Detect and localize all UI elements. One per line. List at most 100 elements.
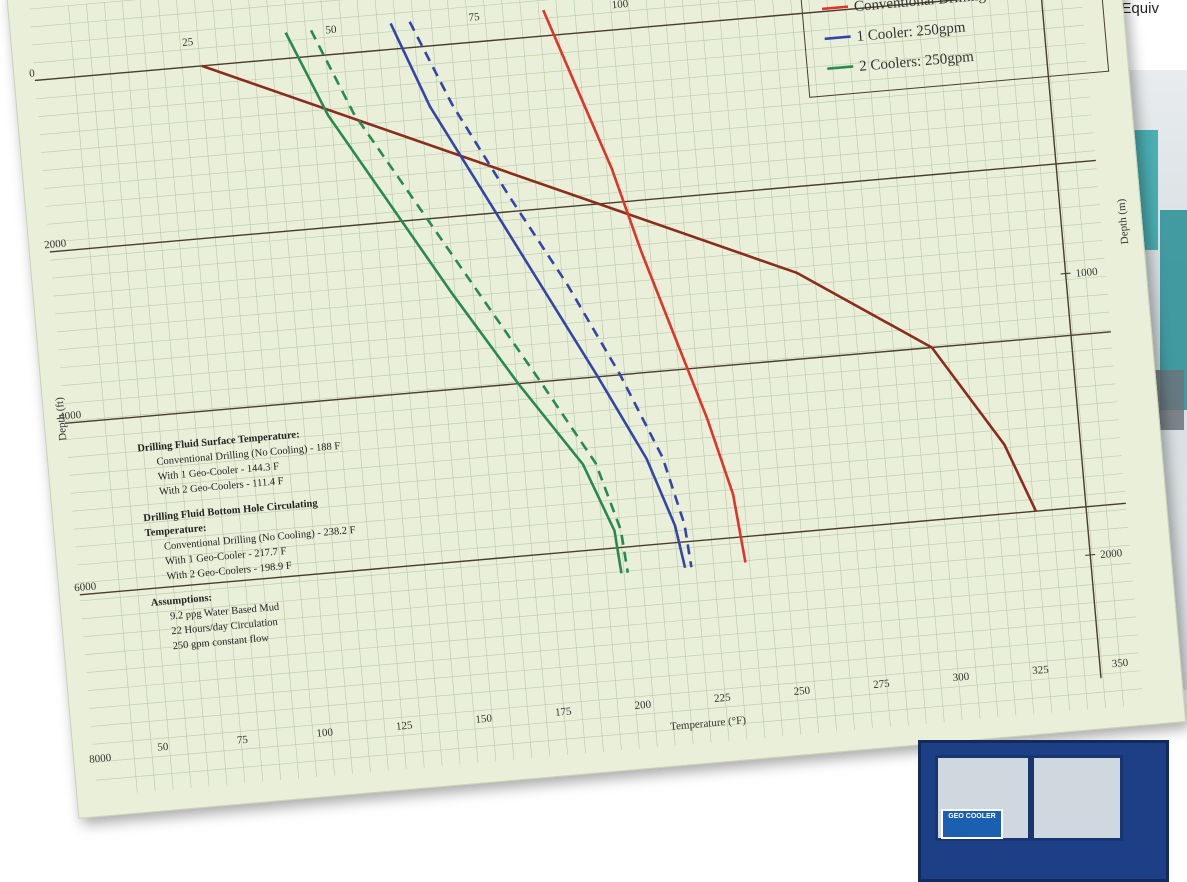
x-tick-label: 175 — [555, 705, 573, 718]
series-line — [201, 64, 1038, 512]
grid-line-v — [498, 0, 568, 756]
grid-line-v — [624, 0, 694, 745]
grid-line-v — [1000, 0, 1071, 712]
grid-line-h — [52, 186, 1099, 279]
grid-line-h — [31, 0, 1078, 46]
geo-cooler-logo: GEO COOLER — [941, 809, 1003, 839]
grid-line-h — [39, 42, 1086, 135]
grid-line-h — [48, 150, 1096, 243]
grid-line-v — [552, 0, 622, 751]
grid-line-v — [104, 2, 174, 790]
x-tick-label: 350 — [1111, 657, 1129, 670]
top-tick-label: 50 — [325, 23, 338, 36]
grid-line-v — [121, 0, 192, 788]
grid-line-h — [77, 473, 1124, 566]
chart-note-line: Assumptions: — [150, 593, 212, 609]
legend-label: 2 Coolers: 250gpm — [859, 49, 975, 75]
x-tick-label: 100 — [316, 726, 334, 739]
grid-line-h — [94, 670, 1141, 763]
x-tick-label: 200 — [634, 699, 652, 712]
temperature-depth-chart: 0 2000 4000 6000 8000 Depth (ft) 1000 2000 Depth… — [28, 0, 1143, 793]
top-tick-label: 25 — [182, 36, 195, 49]
grid-line-v — [695, 0, 766, 738]
y-tick-label: 2000 — [44, 237, 67, 251]
grid-line-v — [893, 0, 963, 721]
grid-line-v — [910, 0, 981, 719]
legend-label: 1 Cooler: 250gpm — [856, 19, 966, 44]
grid-line-h — [50, 168, 1097, 261]
grid-line-h — [80, 509, 1127, 602]
grid-line-v — [731, 0, 802, 735]
top-tick-label: 75 — [468, 11, 481, 24]
grid-line-h — [66, 347, 1113, 440]
grid-line-v — [1018, 0, 1088, 710]
grid-line-h — [30, 0, 1077, 28]
depth-major-line — [34, 0, 1081, 82]
right-tick-mark — [1060, 272, 1071, 275]
grid-line-v — [641, 0, 712, 743]
grid-line-h — [88, 598, 1135, 691]
x-tick-label: 150 — [475, 712, 493, 725]
grid-line-h — [92, 652, 1139, 745]
grid-line-v — [175, 0, 246, 784]
grid-line-v — [86, 4, 156, 792]
legend-box — [797, 0, 1110, 98]
grid-line-h — [69, 383, 1116, 476]
grid-line-h — [53, 204, 1100, 297]
grid-line-v — [785, 0, 855, 730]
chart-note-line: Drilling Fluid Bottom Hole Circulating — [143, 498, 319, 524]
series-line — [408, 21, 693, 568]
grid-line-v — [68, 5, 138, 793]
grid-line-v — [677, 0, 748, 740]
grid-line-h — [89, 616, 1136, 709]
grid-line-h — [44, 96, 1091, 189]
grid-line-v — [390, 0, 461, 765]
right-tick-label: 2000 — [1100, 547, 1123, 561]
x-tick-label: 75 — [236, 734, 249, 747]
y-axis-label: Depth (ft) — [54, 396, 70, 441]
grid-line-v — [355, 0, 425, 768]
grid-line-v — [982, 0, 1053, 713]
grid-line-v — [534, 0, 604, 752]
grid-line-h — [74, 437, 1121, 530]
y-tick-label: 4000 — [59, 409, 82, 423]
grid-line-v — [247, 0, 317, 777]
geo-cooler-unit-photo: GEO COOLER — [918, 740, 1169, 882]
right-axis-label: Depth (m) — [1115, 198, 1131, 245]
grid-line-v — [606, 0, 676, 746]
grid-line-v — [337, 0, 407, 770]
grid-line-h — [91, 634, 1138, 727]
top-tick-label: 100 — [611, 0, 629, 11]
grid-line-v — [516, 0, 586, 754]
legend-swatch — [827, 65, 854, 70]
grid-line-v — [570, 0, 640, 749]
grid-line-v — [157, 0, 228, 785]
x-tick-label: 300 — [952, 671, 970, 684]
grid-line-v — [713, 0, 784, 737]
chart-note-line: Temperature: — [144, 523, 207, 539]
grid-line-h — [86, 580, 1133, 673]
grid-line-h — [37, 24, 1085, 118]
depth-major-line — [79, 502, 1126, 596]
grid-line-v — [426, 0, 497, 762]
grid-line-v — [857, 0, 927, 724]
grid-line-v — [1036, 0, 1106, 708]
grid-line-v — [659, 0, 730, 741]
grid-line-h — [47, 132, 1094, 225]
y-tick-label: 6000 — [74, 580, 97, 594]
grid-line-h — [61, 293, 1108, 386]
grid-line-v — [444, 0, 515, 760]
depth-major-line — [64, 331, 1111, 425]
grid-line-h — [64, 329, 1111, 422]
depth-major-line — [49, 159, 1096, 253]
y-tick-label: 0 — [29, 67, 36, 79]
grid-line-h — [42, 78, 1089, 171]
x-tick-label: 125 — [395, 719, 413, 732]
grid-line-h — [72, 419, 1119, 512]
grid-line-v — [139, 0, 210, 787]
grid-line-v — [211, 0, 282, 781]
grid-line-v — [265, 0, 335, 776]
y-tick-label: 8000 — [89, 752, 112, 766]
right-tick-label: 1000 — [1075, 266, 1098, 280]
x-tick-label: 325 — [1032, 664, 1050, 677]
